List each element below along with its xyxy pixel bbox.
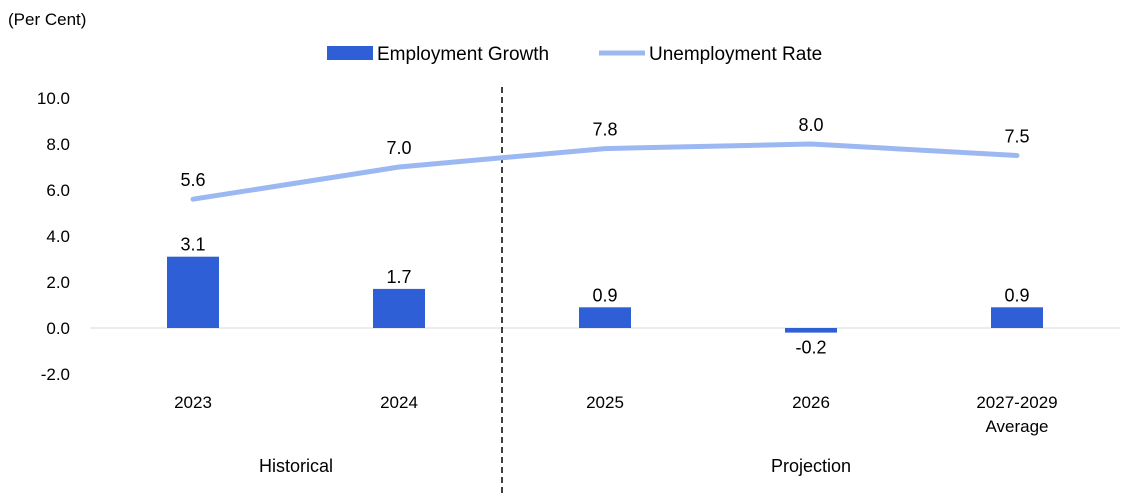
bar-employment-growth xyxy=(579,307,631,328)
category-groups: Historical Projection xyxy=(259,456,851,476)
unit-label: (Per Cent) xyxy=(8,10,86,29)
group-label: Projection xyxy=(771,456,851,476)
bars: 3.1 1.7 0.9 -0.2 0.9 xyxy=(167,235,1043,358)
line-data-label: 7.0 xyxy=(386,138,411,158)
x-category-label: 2023 xyxy=(174,393,212,412)
y-tick-label: 2.0 xyxy=(46,273,70,292)
legend: Employment Growth Unemployment Rate xyxy=(327,44,822,65)
bar-employment-growth xyxy=(373,288,425,328)
bar-data-label: -0.2 xyxy=(795,338,826,358)
x-category-label: 2025 xyxy=(586,393,624,412)
bar-employment-growth xyxy=(991,307,1043,328)
bar-employment-growth xyxy=(167,256,219,328)
bar-data-label: 0.9 xyxy=(1004,285,1029,305)
y-tick-label: 0.0 xyxy=(46,319,70,338)
bar-data-label: 3.1 xyxy=(180,235,205,255)
bar-data-label: 1.7 xyxy=(386,267,411,287)
line-unemployment-rate xyxy=(190,141,1020,202)
x-category-label: 2027-2029 xyxy=(976,393,1057,412)
x-axis: 2023 2024 2025 2026 2027-2029 Average xyxy=(174,393,1058,436)
legend-label-employment-growth: Employment Growth xyxy=(377,44,549,65)
y-tick-label: 10.0 xyxy=(37,89,70,108)
line-data-label: 7.8 xyxy=(592,120,617,140)
bar-employment-growth xyxy=(785,328,837,333)
x-category-label: 2026 xyxy=(792,393,830,412)
x-category-label: Average xyxy=(985,417,1048,436)
line-data-label: 7.5 xyxy=(1004,127,1029,147)
group-label: Historical xyxy=(259,456,333,476)
line-series: 5.6 7.0 7.8 8.0 7.5 xyxy=(180,115,1030,202)
x-category-label: 2024 xyxy=(380,393,418,412)
line-data-label: 5.6 xyxy=(180,170,205,190)
legend-swatch-employment-growth xyxy=(327,46,373,60)
y-tick-label: 6.0 xyxy=(46,181,70,200)
line-data-label: 8.0 xyxy=(798,115,823,135)
legend-label-unemployment-rate: Unemployment Rate xyxy=(649,44,822,65)
bar-data-label: 0.9 xyxy=(592,285,617,305)
y-tick-label: 8.0 xyxy=(46,135,70,154)
y-tick-label: 4.0 xyxy=(46,227,70,246)
y-tick-label: -2.0 xyxy=(41,365,70,384)
